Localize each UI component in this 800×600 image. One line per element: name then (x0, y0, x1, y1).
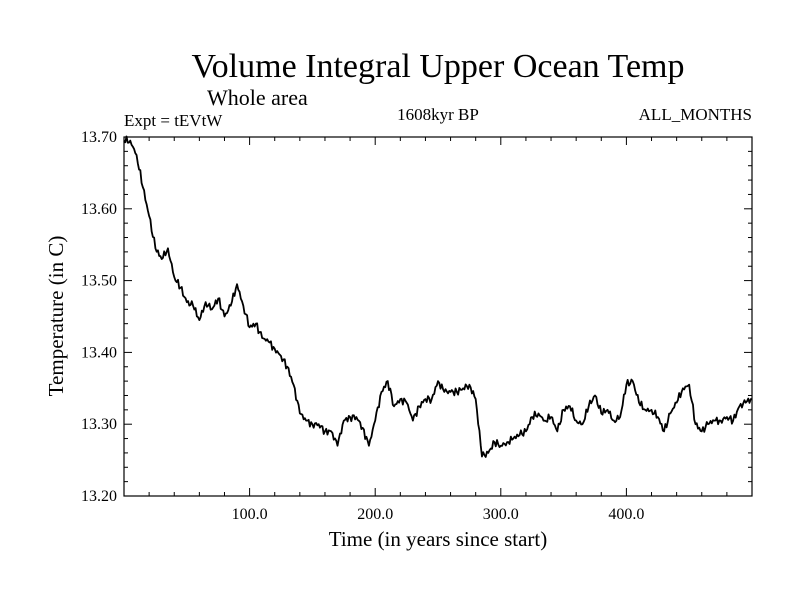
y-axis-label: Temperature (in C) (44, 236, 68, 397)
series-line-temperature (123, 135, 753, 458)
y-tick-label: 13.70 (81, 129, 117, 146)
x-tick-label: 300.0 (483, 506, 519, 523)
y-axis-tick-labels: 13.20 13.30 13.40 13.50 13.60 13.70 (81, 129, 117, 505)
period-label: 1608kyr BP (397, 105, 479, 124)
y-tick-label: 13.20 (81, 488, 117, 505)
plot-frame (123, 136, 753, 497)
y-tick-label: 13.30 (81, 416, 117, 433)
y-tick-label: 13.60 (81, 201, 117, 218)
x-tick-label: 400.0 (608, 506, 644, 523)
y-tick-label: 13.40 (81, 344, 117, 361)
x-tick-label: 100.0 (232, 506, 268, 523)
x-axis-tick-labels: 100.0 200.0 300.0 400.0 (232, 506, 645, 523)
chart-subtitle: Whole area (207, 85, 308, 110)
chart-title: Volume Integral Upper Ocean Temp (192, 48, 685, 85)
months-label: ALL_MONTHS (639, 105, 752, 124)
x-tick-label: 200.0 (357, 506, 393, 523)
y-axis-ticks (124, 150, 752, 483)
y-tick-label: 13.50 (81, 273, 117, 290)
x-axis-ticks (148, 137, 728, 496)
x-axis-label: Time (in years since start) (329, 527, 548, 551)
experiment-label: Expt = tEVtW (124, 111, 223, 130)
